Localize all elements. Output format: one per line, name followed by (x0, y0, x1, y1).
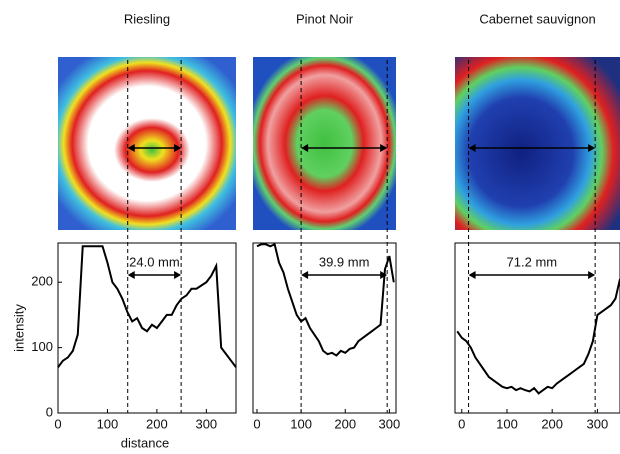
panel-title: Cabernet sauvignon (479, 11, 595, 26)
annotation: 71.2 mm (507, 254, 558, 269)
plot-frame (57, 242, 237, 414)
panel-title: Riesling (124, 11, 170, 26)
x-tick-label: 300 (195, 416, 217, 431)
x-tick-label: 300 (587, 416, 609, 431)
annotation: 24.0 mm (129, 254, 180, 269)
line-series (456, 278, 620, 395)
x-tick-label: 0 (458, 416, 465, 431)
x-tick-label: 200 (334, 416, 356, 431)
plot-frame (454, 242, 620, 414)
annotation: 39.9 mm (319, 254, 370, 269)
y-tick-label: 100 (31, 339, 53, 354)
x-axis-label: distance (121, 435, 169, 450)
heatmap-core (114, 118, 190, 182)
heatmaps (58, 57, 620, 230)
y-tick-label: 0 (46, 404, 53, 419)
x-tick-label: 200 (146, 416, 168, 431)
heatmap (253, 57, 396, 230)
line-series (57, 245, 237, 368)
x-tick-label: 100 (97, 416, 119, 431)
x-tick-label: 0 (253, 416, 260, 431)
x-tick-label: 100 (496, 416, 518, 431)
line-series (256, 242, 395, 357)
x-tick-label: 0 (54, 416, 61, 431)
panel-title: Pinot Noir (296, 11, 354, 26)
y-tick-label: 200 (31, 274, 53, 289)
heatmap (455, 57, 620, 230)
x-tick-label: 200 (541, 416, 563, 431)
x-tick-label: 300 (379, 416, 401, 431)
plot-frame (252, 242, 397, 414)
x-tick-label: 100 (290, 416, 312, 431)
y-axis-label: intensity (11, 304, 26, 352)
